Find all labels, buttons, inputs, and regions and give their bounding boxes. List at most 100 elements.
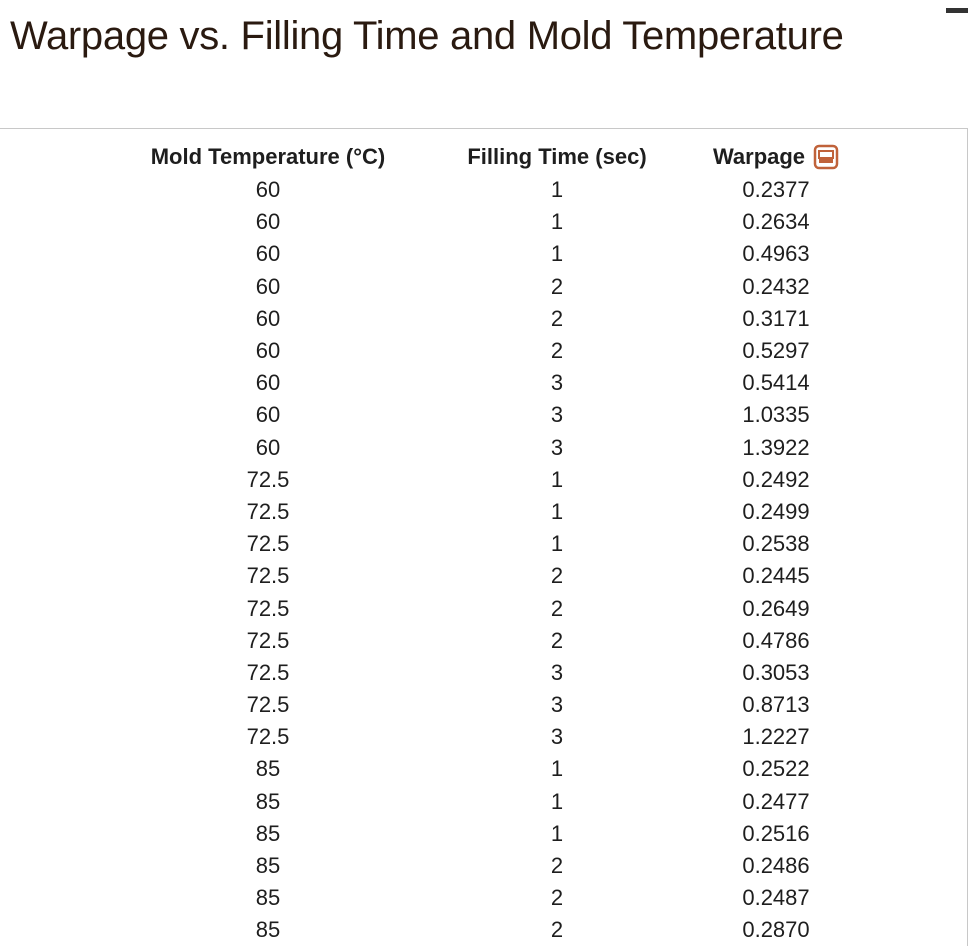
header-warpage-label: Warpage bbox=[712, 144, 806, 169]
table-row: 85 1 0.2477 bbox=[122, 786, 852, 818]
table-row: 85 2 0.2487 bbox=[122, 882, 852, 914]
cell-warpage: 0.2492 bbox=[742, 466, 810, 492]
cell-filling-time: 3 bbox=[550, 659, 564, 685]
cell-filling-time: 2 bbox=[550, 563, 564, 589]
cell-warpage: 0.2487 bbox=[742, 885, 810, 911]
cell-warpage: 0.5414 bbox=[742, 370, 810, 396]
table-panel bbox=[0, 128, 968, 946]
table-row: 72.5 3 1.2227 bbox=[122, 721, 852, 753]
cell-mold-temperature: 72.5 bbox=[246, 498, 290, 524]
cell-filling-time: 3 bbox=[550, 724, 564, 750]
cell-mold-temperature: 85 bbox=[255, 788, 281, 814]
cell-filling-time: 2 bbox=[550, 338, 564, 364]
table-row: 72.5 3 0.3053 bbox=[122, 657, 852, 689]
cell-filling-time: 3 bbox=[550, 370, 564, 396]
cell-filling-time: 3 bbox=[550, 692, 564, 718]
cell-mold-temperature: 72.5 bbox=[246, 595, 290, 621]
cell-warpage: 1.0335 bbox=[742, 402, 810, 428]
cell-warpage: 0.2870 bbox=[742, 917, 810, 943]
cell-mold-temperature: 72.5 bbox=[246, 692, 290, 718]
cell-mold-temperature: 85 bbox=[255, 917, 281, 943]
cell-mold-temperature: 72.5 bbox=[246, 531, 290, 557]
cell-filling-time: 3 bbox=[550, 434, 564, 460]
data-table: Mold Temperature (°C) Filling Time (sec)… bbox=[122, 140, 852, 946]
cell-mold-temperature: 85 bbox=[255, 756, 281, 782]
table-row: 72.5 1 0.2499 bbox=[122, 496, 852, 528]
cell-mold-temperature: 60 bbox=[255, 370, 281, 396]
table-row: 72.5 1 0.2492 bbox=[122, 464, 852, 496]
header-filling-time: Filling Time (sec) bbox=[467, 144, 647, 169]
cell-mold-temperature: 60 bbox=[255, 305, 281, 331]
page-title: Warpage vs. Filling Time and Mold Temper… bbox=[10, 14, 844, 58]
cell-mold-temperature: 72.5 bbox=[246, 563, 290, 589]
table-row: 85 2 0.2870 bbox=[122, 914, 852, 946]
cell-filling-time: 1 bbox=[550, 209, 564, 235]
cell-warpage: 0.2649 bbox=[742, 595, 810, 621]
cell-mold-temperature: 72.5 bbox=[246, 627, 290, 653]
cell-warpage: 1.2227 bbox=[742, 724, 810, 750]
cell-filling-time: 2 bbox=[550, 305, 564, 331]
cell-mold-temperature: 60 bbox=[255, 434, 281, 460]
minimize-icon[interactable] bbox=[946, 8, 968, 13]
cell-mold-temperature: 85 bbox=[255, 853, 281, 879]
cell-warpage: 0.4963 bbox=[742, 241, 810, 267]
cell-mold-temperature: 60 bbox=[255, 177, 281, 203]
cell-warpage: 0.8713 bbox=[742, 692, 810, 718]
cell-warpage: 0.3053 bbox=[742, 659, 810, 685]
cell-mold-temperature: 72.5 bbox=[246, 724, 290, 750]
cell-mold-temperature: 85 bbox=[255, 885, 281, 911]
table-row: 60 3 0.5414 bbox=[122, 367, 852, 399]
header-mold-temperature: Mold Temperature (°C) bbox=[150, 144, 386, 169]
table-row: 72.5 2 0.2445 bbox=[122, 560, 852, 592]
cell-mold-temperature: 60 bbox=[255, 402, 281, 428]
cell-filling-time: 1 bbox=[550, 756, 564, 782]
cell-mold-temperature: 85 bbox=[255, 820, 281, 846]
table-row: 60 3 1.3922 bbox=[122, 432, 852, 464]
table-row: 72.5 1 0.2538 bbox=[122, 528, 852, 560]
cell-filling-time: 1 bbox=[550, 466, 564, 492]
cell-warpage: 0.2432 bbox=[742, 273, 810, 299]
cell-filling-time: 2 bbox=[550, 273, 564, 299]
cell-filling-time: 2 bbox=[550, 853, 564, 879]
cell-warpage: 1.3922 bbox=[742, 434, 810, 460]
cell-filling-time: 1 bbox=[550, 498, 564, 524]
cell-warpage: 0.2477 bbox=[742, 788, 810, 814]
cell-filling-time: 1 bbox=[550, 820, 564, 846]
cell-warpage: 0.2377 bbox=[742, 177, 810, 203]
header-warpage: Warpage bbox=[700, 140, 852, 174]
table-row: 60 2 0.2432 bbox=[122, 271, 852, 303]
cell-warpage: 0.2499 bbox=[742, 498, 810, 524]
table-row: 72.5 3 0.8713 bbox=[122, 689, 852, 721]
table-body: 60 1 0.2377 60 1 0.2634 60 1 0.4963 60 2 0.2432 60 2 0… bbox=[122, 174, 852, 946]
table-header-row: Mold Temperature (°C) Filling Time (sec)… bbox=[122, 140, 852, 174]
table-row: 85 2 0.2486 bbox=[122, 850, 852, 882]
cell-filling-time: 2 bbox=[550, 885, 564, 911]
cell-warpage: 0.5297 bbox=[742, 338, 810, 364]
cell-filling-time: 2 bbox=[550, 627, 564, 653]
cell-filling-time: 1 bbox=[550, 531, 564, 557]
cell-filling-time: 2 bbox=[550, 917, 564, 943]
cell-filling-time: 1 bbox=[550, 177, 564, 203]
cell-mold-temperature: 60 bbox=[255, 273, 281, 299]
table-row: 60 2 0.3171 bbox=[122, 303, 852, 335]
table-row: 60 1 0.2377 bbox=[122, 174, 852, 206]
cell-warpage: 0.2486 bbox=[742, 853, 810, 879]
cell-mold-temperature: 60 bbox=[255, 209, 281, 235]
cell-warpage: 0.2538 bbox=[742, 531, 810, 557]
table-row: 85 1 0.2516 bbox=[122, 818, 852, 850]
table-row: 60 2 0.5297 bbox=[122, 335, 852, 367]
cell-filling-time: 1 bbox=[550, 241, 564, 267]
table-row: 72.5 2 0.2649 bbox=[122, 592, 852, 624]
cell-mold-temperature: 60 bbox=[255, 338, 281, 364]
cell-mold-temperature: 60 bbox=[255, 241, 281, 267]
cell-filling-time: 3 bbox=[550, 402, 564, 428]
cell-warpage: 0.4786 bbox=[742, 627, 810, 653]
cell-filling-time: 1 bbox=[550, 788, 564, 814]
table-row: 72.5 2 0.4786 bbox=[122, 625, 852, 657]
table-row: 85 1 0.2522 bbox=[122, 753, 852, 785]
cell-warpage: 0.2522 bbox=[742, 756, 810, 782]
copy-table-icon[interactable] bbox=[813, 144, 839, 170]
cell-warpage: 0.2445 bbox=[742, 563, 810, 589]
cell-warpage: 0.3171 bbox=[742, 305, 810, 331]
